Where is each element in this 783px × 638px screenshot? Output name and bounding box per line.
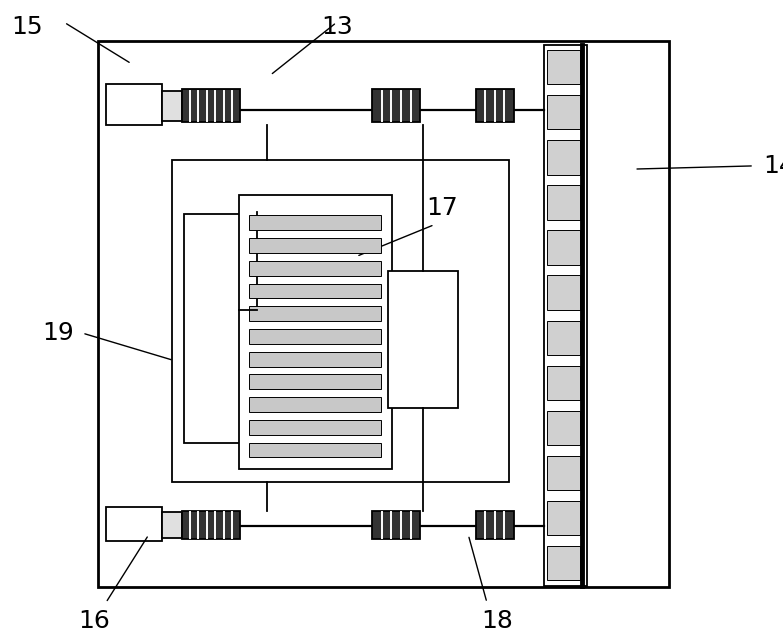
Bar	[547, 501, 580, 535]
Bar	[547, 411, 580, 445]
Bar	[106, 507, 162, 541]
Bar	[162, 91, 182, 121]
Bar	[547, 546, 580, 581]
Bar	[239, 195, 392, 469]
Text: 13: 13	[321, 15, 352, 39]
Bar	[547, 456, 580, 490]
Bar	[249, 215, 381, 230]
Bar	[372, 89, 420, 122]
Bar	[249, 238, 381, 253]
Bar	[106, 84, 162, 125]
Bar	[162, 512, 182, 538]
Bar	[249, 329, 381, 344]
Bar	[547, 140, 580, 175]
Bar	[249, 420, 381, 434]
Bar	[249, 375, 381, 389]
Bar	[249, 261, 381, 276]
Bar	[182, 511, 240, 539]
Bar	[98, 41, 669, 587]
Bar	[547, 276, 580, 310]
Bar	[476, 511, 514, 539]
Bar	[249, 352, 381, 366]
Bar	[547, 50, 580, 84]
Bar	[547, 230, 580, 265]
Bar	[547, 366, 580, 400]
Bar	[182, 89, 240, 122]
Bar	[547, 95, 580, 130]
Bar	[547, 320, 580, 355]
Bar	[249, 397, 381, 412]
Bar	[249, 306, 381, 321]
Bar	[249, 283, 381, 299]
Bar	[249, 443, 381, 457]
Bar	[476, 89, 514, 122]
Text: 14: 14	[763, 154, 783, 178]
Text: 18: 18	[482, 609, 513, 634]
Bar	[184, 214, 317, 443]
Bar	[544, 45, 587, 586]
Text: 17: 17	[427, 196, 458, 220]
Bar	[172, 160, 509, 482]
Bar	[547, 185, 580, 219]
Bar	[258, 212, 319, 310]
Bar	[372, 511, 420, 539]
Text: 16: 16	[78, 609, 110, 634]
Text: 19: 19	[42, 321, 74, 345]
Text: 15: 15	[12, 15, 43, 39]
Bar	[388, 271, 458, 408]
